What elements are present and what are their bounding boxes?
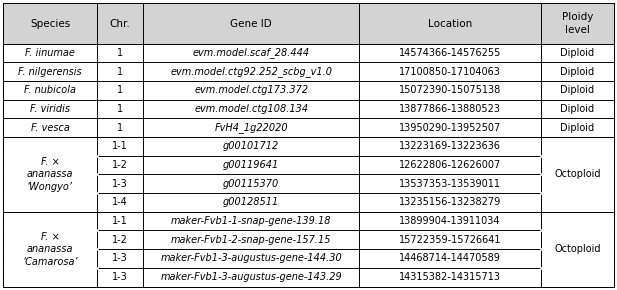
Text: Location: Location [428, 19, 472, 29]
Text: Diploid: Diploid [560, 104, 594, 114]
Text: Diploid: Diploid [560, 67, 594, 77]
Text: F. ×
ananassa
‘Camarosa’: F. × ananassa ‘Camarosa’ [22, 232, 78, 267]
Text: 15072390-15075138: 15072390-15075138 [399, 85, 501, 95]
Text: maker-Fvb1-3-augustus-gene-143.29: maker-Fvb1-3-augustus-gene-143.29 [160, 272, 342, 282]
Text: 14468714-14470589: 14468714-14470589 [399, 253, 501, 264]
Text: 1-3: 1-3 [112, 179, 128, 189]
Text: 1: 1 [117, 48, 123, 58]
Text: 1-3: 1-3 [112, 253, 128, 264]
Text: 14315382-14315713: 14315382-14315713 [399, 272, 501, 282]
Text: Diploid: Diploid [560, 48, 594, 58]
Text: Octoploid: Octoploid [554, 169, 600, 180]
Text: F. nubicola: F. nubicola [24, 85, 76, 95]
Text: F. viridis: F. viridis [30, 104, 70, 114]
Text: evm.model.ctg92.252_scbg_v1.0: evm.model.ctg92.252_scbg_v1.0 [170, 66, 332, 77]
Text: F. ×
ananassa
‘Wongyo’: F. × ananassa ‘Wongyo’ [27, 157, 73, 192]
Text: 15722359-15726641: 15722359-15726641 [399, 235, 502, 245]
Text: maker-Fvb1-3-augustus-gene-144.30: maker-Fvb1-3-augustus-gene-144.30 [160, 253, 342, 264]
Text: 1: 1 [117, 123, 123, 133]
Text: Gene ID: Gene ID [230, 19, 272, 29]
Text: 13223169-13223636: 13223169-13223636 [399, 142, 501, 151]
Text: 13235156-13238279: 13235156-13238279 [399, 197, 501, 207]
Text: 12622806-12626007: 12622806-12626007 [399, 160, 501, 170]
Text: Diploid: Diploid [560, 123, 594, 133]
Text: 1: 1 [117, 104, 123, 114]
Text: Ploidy
level: Ploidy level [561, 12, 593, 35]
Text: 14574366-14576255: 14574366-14576255 [399, 48, 501, 58]
Text: 1-2: 1-2 [112, 160, 128, 170]
Text: g00101712: g00101712 [223, 142, 280, 151]
Text: Diploid: Diploid [560, 85, 594, 95]
Text: g00128511: g00128511 [223, 197, 280, 207]
Text: Chr.: Chr. [110, 19, 131, 29]
Text: 1: 1 [117, 85, 123, 95]
Text: F. vesca: F. vesca [31, 123, 70, 133]
Text: FvH4_1g22020: FvH4_1g22020 [215, 122, 288, 133]
Text: 1: 1 [117, 67, 123, 77]
Text: evm.model.ctg173.372: evm.model.ctg173.372 [194, 85, 308, 95]
Text: maker-Fvb1-1-snap-gene-139.18: maker-Fvb1-1-snap-gene-139.18 [171, 216, 331, 226]
Text: g00119641: g00119641 [223, 160, 280, 170]
Text: evm.model.scaf_28.444: evm.model.scaf_28.444 [193, 48, 310, 59]
Text: evm.model.ctg108.134: evm.model.ctg108.134 [194, 104, 308, 114]
Text: 1-4: 1-4 [112, 197, 128, 207]
Text: 1-1: 1-1 [112, 142, 128, 151]
Text: 17100850-17104063: 17100850-17104063 [399, 67, 501, 77]
Text: 1-1: 1-1 [112, 216, 128, 226]
Text: 13899904-13911034: 13899904-13911034 [399, 216, 501, 226]
Text: F. nilgerensis: F. nilgerensis [19, 67, 82, 77]
Text: Species: Species [30, 19, 70, 29]
Text: F. iinumae: F. iinumae [25, 48, 75, 58]
Text: maker-Fvb1-2-snap-gene-157.15: maker-Fvb1-2-snap-gene-157.15 [171, 235, 331, 245]
Text: 13537353-13539011: 13537353-13539011 [399, 179, 501, 189]
Bar [3, 3, 614, 44]
Text: 13877866-13880523: 13877866-13880523 [399, 104, 501, 114]
Text: 13950290-13952507: 13950290-13952507 [399, 123, 501, 133]
Text: 1-2: 1-2 [112, 235, 128, 245]
Text: g00115370: g00115370 [223, 179, 280, 189]
Text: Octoploid: Octoploid [554, 244, 600, 254]
Text: 1-3: 1-3 [112, 272, 128, 282]
